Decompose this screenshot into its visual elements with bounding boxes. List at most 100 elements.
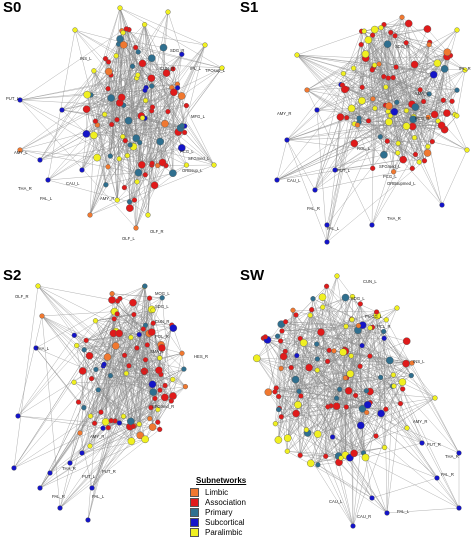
- network-node: [404, 425, 410, 431]
- node-label: PAL_R: [307, 206, 320, 211]
- network-node: [159, 295, 165, 301]
- network-edge: [316, 109, 414, 120]
- network-edge: [160, 325, 173, 375]
- network-node: [304, 87, 310, 93]
- network-edge: [73, 337, 132, 383]
- network-node: [90, 131, 98, 140]
- network-edge: [307, 432, 326, 457]
- network-node: [88, 375, 95, 382]
- network-edge: [122, 67, 223, 137]
- network-node: [93, 153, 101, 162]
- network-node: [147, 328, 156, 336]
- network-node: [409, 115, 417, 124]
- network-node: [369, 495, 375, 501]
- network-edge: [41, 311, 115, 317]
- network-node: [283, 434, 292, 442]
- legend-swatch: [190, 517, 199, 527]
- network-edge: [144, 24, 153, 59]
- network-edge: [276, 125, 407, 181]
- network-node: [123, 370, 129, 377]
- network-node: [132, 134, 140, 142]
- network-edge: [86, 298, 150, 341]
- network-node: [87, 413, 94, 419]
- node-label: AMY_R: [90, 434, 104, 439]
- network-edge: [144, 286, 154, 393]
- network-edge: [98, 368, 184, 391]
- network-edge: [105, 174, 146, 186]
- network-node: [136, 431, 144, 440]
- network-edge: [37, 285, 145, 373]
- network-node: [135, 49, 141, 55]
- network-edge: [127, 155, 137, 229]
- node-label: OLF_R: [150, 229, 164, 234]
- network-edge: [317, 356, 371, 465]
- network-node: [93, 366, 99, 373]
- network-edge: [292, 310, 377, 313]
- network-node: [98, 409, 104, 415]
- network-panel-sw: CUN_L SDG_L PreCG_L PCL_R AMY_R PUT_R THA_R CAU…: [237, 268, 474, 530]
- network-node: [133, 44, 139, 51]
- network-node: [349, 316, 355, 323]
- network-edge: [105, 7, 121, 59]
- network-edge: [172, 353, 183, 397]
- legend-item-subcortical: Subcortical: [190, 517, 300, 527]
- network-edge: [119, 7, 206, 46]
- network-node: [272, 389, 278, 395]
- node-label: SDG_L: [155, 304, 169, 309]
- network-node: [81, 405, 87, 411]
- network-node: [169, 324, 178, 332]
- network-node: [357, 421, 365, 430]
- network-node: [288, 364, 294, 371]
- network-node: [369, 222, 375, 228]
- network-node: [142, 172, 148, 178]
- labels-group: THA_L PAL_L PUT_L AMY_R OLF_R PUT_R THA_R PAL_R…: [15, 291, 208, 499]
- network-edge: [39, 428, 104, 489]
- network-edge: [17, 335, 75, 417]
- network-node: [391, 169, 397, 175]
- network-edge: [145, 132, 185, 175]
- network-node: [147, 416, 153, 422]
- network-node: [116, 35, 124, 43]
- network-node: [71, 332, 77, 338]
- network-node: [142, 87, 148, 93]
- network-edge: [334, 112, 448, 171]
- network-node: [454, 27, 460, 33]
- network-edge: [286, 136, 381, 141]
- network-edge: [376, 311, 393, 387]
- network-edge: [366, 362, 413, 391]
- network-edge: [111, 293, 186, 387]
- network-node: [332, 167, 338, 173]
- network-edge: [84, 328, 144, 351]
- network-node: [456, 450, 462, 456]
- network-node: [359, 84, 365, 90]
- network-edge: [86, 340, 152, 408]
- network-node: [150, 181, 159, 190]
- network-node: [105, 59, 112, 65]
- network-node: [292, 409, 300, 418]
- network-node: [134, 345, 140, 351]
- network-edge: [296, 332, 322, 356]
- network-edge: [19, 149, 41, 161]
- network-edge: [274, 391, 319, 465]
- panel-title: S1: [240, 0, 259, 16]
- network-node: [282, 319, 289, 325]
- network-edge: [69, 395, 174, 464]
- network-node: [378, 25, 384, 31]
- network-edge: [86, 11, 169, 135]
- network-node: [148, 423, 157, 431]
- network-edge: [89, 164, 215, 216]
- network-edge: [278, 416, 282, 440]
- network-node: [105, 67, 113, 76]
- network-edge: [383, 105, 390, 155]
- network-edge: [320, 332, 388, 514]
- network-edge: [89, 106, 153, 216]
- network-edge: [339, 389, 436, 399]
- network-edge: [115, 331, 154, 393]
- network-node: [352, 392, 359, 399]
- network-node: [437, 121, 446, 130]
- node-label: CAU_L: [329, 499, 343, 504]
- network-edge: [310, 409, 387, 464]
- network-edge: [345, 350, 413, 364]
- network-edge: [281, 358, 318, 369]
- network-edge: [86, 77, 137, 110]
